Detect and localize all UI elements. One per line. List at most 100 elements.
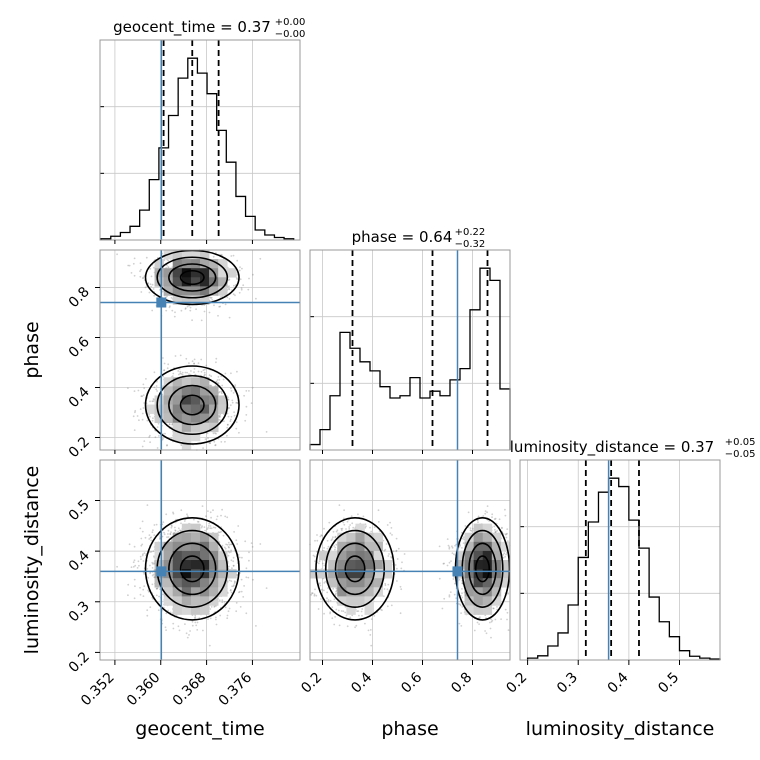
sample-point [133, 597, 136, 600]
axes-frame-0-0 [99, 39, 301, 241]
sample-point [240, 590, 243, 593]
sample-point [215, 361, 217, 364]
sample-point [224, 440, 226, 443]
sample-point [133, 429, 136, 431]
sample-point [158, 435, 160, 437]
sample-point [185, 632, 188, 635]
sample-point [193, 358, 196, 361]
sample-point [180, 522, 182, 525]
sample-point [255, 297, 257, 300]
title-lower: −0.00 [275, 29, 306, 40]
sample-point [141, 530, 144, 533]
panel-title-luminosity_distance: luminosity_distance = 0.37 [510, 438, 714, 457]
sample-point [196, 621, 199, 624]
sample-point [232, 564, 235, 567]
sample-point [139, 408, 142, 410]
sample-point [227, 398, 230, 401]
sample-point [226, 426, 229, 429]
sample-point [220, 390, 223, 393]
sample-point [149, 441, 152, 444]
sample-point [213, 440, 216, 443]
sample-point [165, 629, 168, 631]
sample-point [215, 518, 218, 521]
sample-point [210, 375, 213, 378]
sample-point [191, 624, 194, 627]
sample-point [141, 520, 144, 523]
sample-point [236, 278, 239, 280]
sample-point [170, 296, 173, 299]
sample-point [149, 283, 152, 286]
sample-point [223, 420, 225, 423]
sample-point [146, 568, 149, 570]
sample-point [239, 606, 242, 608]
sample-point [149, 267, 152, 270]
sample-point [133, 545, 136, 548]
sample-point [166, 444, 168, 447]
histogram-phase [309, 267, 511, 450]
sample-point [193, 362, 196, 365]
sample-point [200, 358, 203, 361]
sample-point [236, 370, 238, 373]
sample-point [238, 431, 240, 434]
sample-point [193, 371, 195, 374]
axes-frame-2-2 [519, 459, 721, 661]
sample-point [228, 288, 231, 291]
title-value: = 0.37 [215, 18, 271, 36]
sample-point [242, 284, 245, 287]
sample-point [265, 431, 268, 433]
sample-point [168, 423, 171, 426]
sample-point [143, 387, 146, 390]
sample-point [162, 521, 165, 523]
sample-point [236, 543, 239, 545]
sample-point [153, 294, 156, 297]
sample-point [171, 375, 174, 377]
sample-point [218, 599, 221, 602]
sample-point [127, 594, 129, 597]
sample-point [178, 629, 181, 632]
sample-point [146, 504, 149, 506]
sample-point [186, 513, 188, 516]
grid-lines-2-2 [527, 460, 680, 660]
sample-point [226, 434, 228, 437]
sample-point [235, 402, 238, 404]
sample-point [230, 559, 233, 562]
sample-point [221, 384, 224, 387]
sample-point [142, 588, 145, 591]
density-cell [190, 268, 201, 278]
sample-point [190, 370, 192, 372]
sample-point [179, 370, 182, 373]
sample-point [224, 515, 227, 518]
sample-point [132, 415, 135, 418]
sample-point [231, 585, 234, 588]
sample-point [224, 606, 227, 609]
sample-point [149, 400, 151, 403]
sample-point [248, 551, 250, 554]
sample-point [155, 388, 158, 391]
sample-point [130, 272, 133, 274]
sample-point [116, 565, 118, 568]
sample-point [144, 286, 147, 289]
sample-point [156, 390, 159, 392]
sample-point [156, 447, 159, 449]
sample-point [140, 395, 143, 398]
sample-point [218, 305, 221, 308]
sample-point [243, 394, 246, 397]
title-lower: −0.32 [455, 239, 486, 250]
sample-point [153, 371, 156, 374]
sample-point [153, 555, 155, 558]
sample-point [156, 426, 159, 428]
sample-point [228, 316, 231, 319]
sample-point [132, 561, 135, 564]
sample-point [128, 543, 131, 546]
sample-point [139, 586, 141, 589]
sample-point [208, 374, 211, 377]
sample-point [259, 543, 262, 545]
sample-point [141, 412, 144, 415]
sample-point [259, 257, 262, 260]
sample-point [153, 386, 156, 389]
sample-point [216, 379, 219, 381]
sample-point [235, 421, 238, 424]
sample-point [229, 420, 232, 422]
density-cell [190, 386, 201, 396]
sample-point [245, 405, 248, 408]
